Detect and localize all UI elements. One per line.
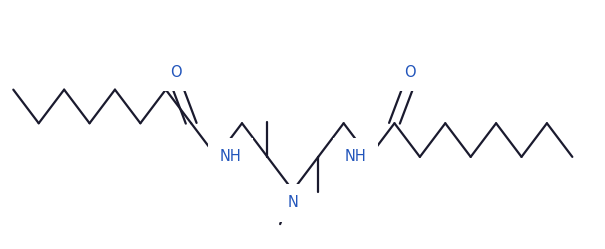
Text: O: O — [169, 65, 181, 80]
Text: NH: NH — [220, 149, 241, 164]
Text: NH: NH — [344, 149, 366, 164]
Text: N: N — [287, 195, 298, 210]
Text: O: O — [404, 65, 416, 80]
